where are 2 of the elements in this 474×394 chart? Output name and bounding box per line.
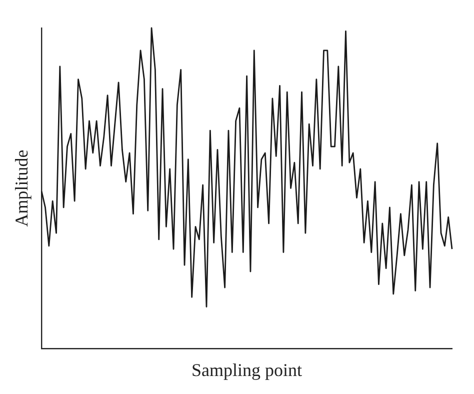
x-axis-title: Sampling point — [192, 360, 302, 380]
y-axis-title: Amplitude — [12, 150, 32, 227]
